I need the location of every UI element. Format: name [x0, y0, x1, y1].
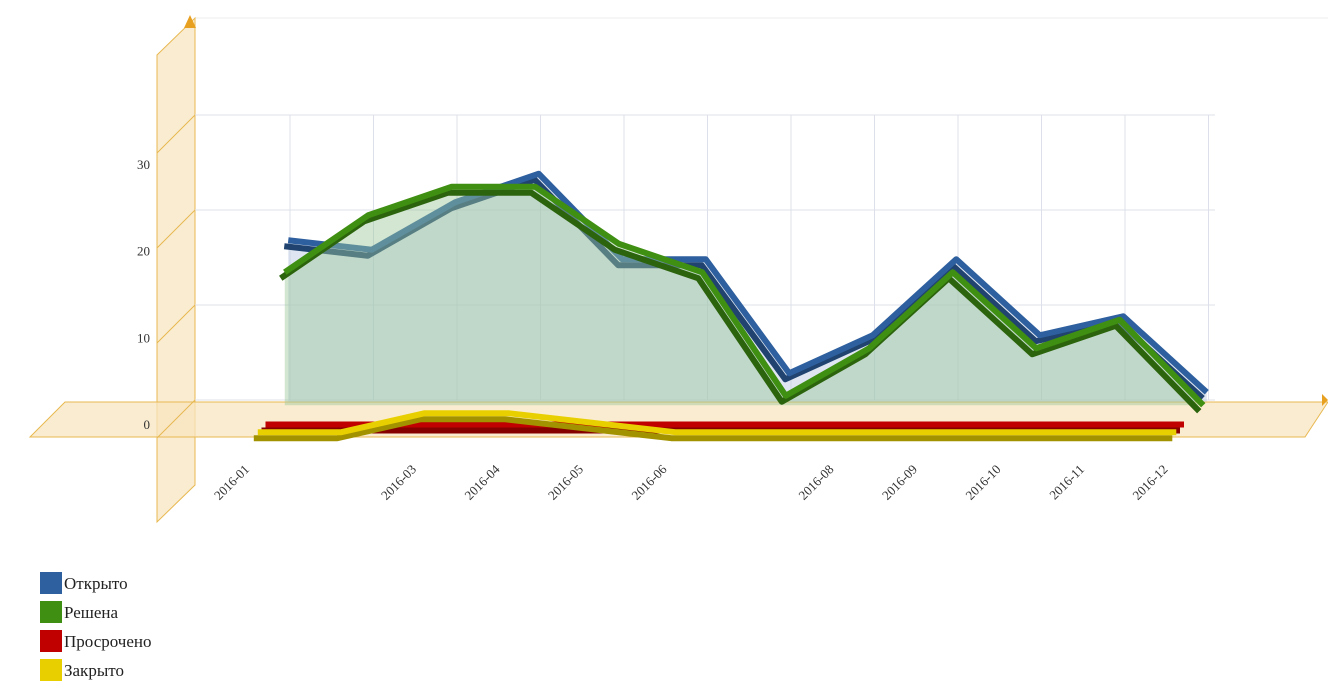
- x-tick-label: 2016-10: [962, 462, 1003, 503]
- x-axis-arrow: [1322, 394, 1328, 406]
- series-ribbon-side: [279, 189, 1202, 414]
- legend-swatch: [40, 601, 62, 623]
- y-axis-plane: [156, 16, 196, 524]
- x-tick-label: 2016-06: [628, 461, 670, 503]
- x-tick-label: 2016-03: [378, 462, 419, 503]
- y-tick-label: 0: [144, 417, 151, 432]
- series-area: [288, 173, 1207, 402]
- legend-label: Закрыто: [64, 661, 124, 680]
- series-area: [284, 186, 1204, 406]
- x-tick-label: 2016-08: [795, 462, 836, 503]
- legend-label: Решена: [64, 603, 119, 622]
- legend-swatch: [40, 630, 62, 652]
- x-tick-label: 2016-11: [1046, 462, 1087, 503]
- x-tick-label: 2016-04: [461, 461, 503, 503]
- legend-label: Открыто: [64, 574, 128, 593]
- legend-swatch: [40, 572, 62, 594]
- series-ribbon-side: [253, 416, 1173, 442]
- series-ribbon-side: [283, 176, 1205, 401]
- y-tick-label: 30: [137, 157, 150, 172]
- y-plane-hatch: [156, 399, 196, 439]
- y-plane-hatch: [156, 304, 196, 344]
- series-line: [287, 170, 1209, 395]
- x-tick-label: 2016-05: [545, 462, 586, 503]
- y-plane-hatch: [156, 114, 196, 154]
- y-axis-arrow: [184, 15, 196, 28]
- x-tick-label: 2016-12: [1129, 462, 1170, 503]
- y-tick-label: 10: [137, 330, 150, 345]
- series-line: [283, 183, 1206, 408]
- x-tick-label: 2016-09: [879, 462, 920, 503]
- legend-swatch: [40, 659, 62, 681]
- series-line: [257, 410, 1177, 436]
- legend-label: Просрочено: [64, 632, 152, 651]
- y-plane-hatch: [156, 209, 196, 249]
- x-tick-label: 2016-01: [211, 462, 252, 503]
- y-tick-label: 20: [137, 244, 150, 259]
